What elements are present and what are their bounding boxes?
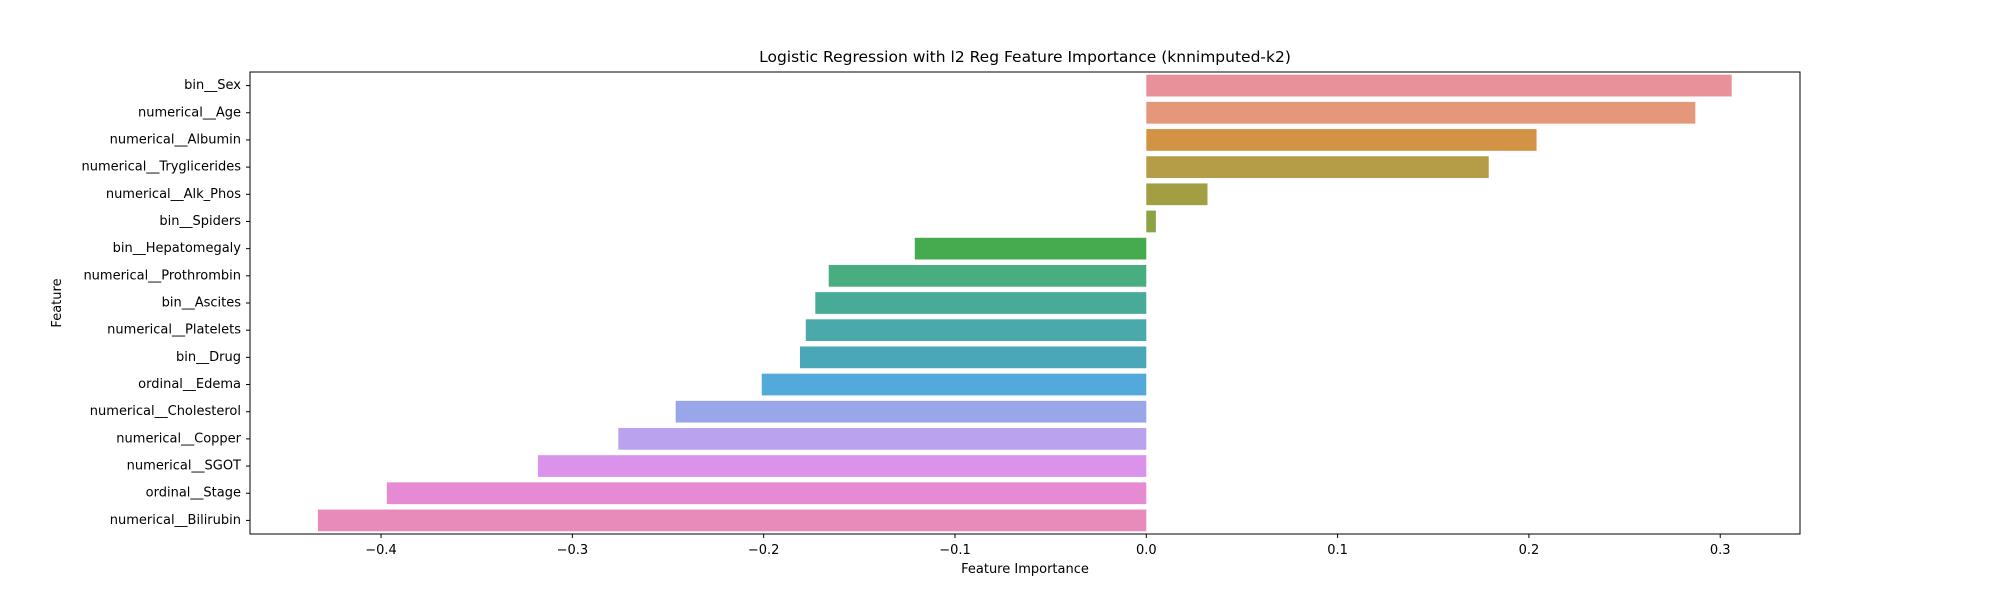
y-tick-label: bin__Spiders — [159, 214, 241, 229]
x-axis: −0.4 −0.3 −0.2 −0.1 0.0 0.1 0.2 0.3 — [365, 534, 1731, 558]
y-tick-label: numerical__Copper — [116, 431, 241, 446]
bar-numerical-albumin — [1146, 129, 1537, 151]
bar-bin-sex — [1146, 74, 1732, 97]
bar-bin-drug — [800, 346, 1147, 369]
y-tick-label: ordinal__Edema — [138, 377, 241, 392]
y-axis: bin__Sex numerical__Age numerical__Albumin… — [82, 78, 250, 528]
y-tick-label: numerical__Tryglicerides — [82, 160, 242, 175]
y-tick-label: numerical__Bilirubin — [110, 513, 241, 528]
bar-numerical-copper — [618, 428, 1147, 450]
bar-bin-hepatomegaly — [914, 237, 1147, 260]
x-tick-label: −0.1 — [939, 543, 971, 558]
bar-numerical-bilirubin — [317, 509, 1147, 532]
bar-numerical-age — [1146, 101, 1696, 124]
y-tick-label: numerical__SGOT — [127, 459, 241, 474]
y-tick-label: bin__Sex — [184, 78, 241, 93]
x-tick-label: 0.3 — [1710, 543, 1731, 558]
y-tick-label: numerical__Alk_Phos — [106, 187, 241, 202]
x-tick-label: 0.1 — [1327, 543, 1348, 558]
x-axis-title: Feature Importance — [961, 562, 1089, 577]
y-tick-label: numerical__Albumin — [110, 132, 241, 147]
bar-numerical-prothrombin — [828, 264, 1147, 287]
bar-numerical-alk-phos — [1146, 183, 1208, 206]
y-tick-label: bin__Ascites — [162, 296, 242, 311]
y-tick-label: bin__Drug — [176, 350, 241, 365]
x-tick-label: −0.4 — [365, 543, 397, 558]
x-tick-label: 0.0 — [1136, 543, 1157, 558]
y-tick-label: numerical__Prothrombin — [83, 268, 241, 283]
bar-bin-spiders — [1146, 210, 1156, 233]
bars-layer — [317, 74, 1732, 532]
bar-ordinal-edema — [761, 373, 1147, 396]
bar-numerical-platelets — [805, 319, 1147, 342]
y-tick-label: ordinal__Stage — [146, 486, 241, 501]
x-tick-label: 0.2 — [1519, 543, 1540, 558]
x-tick-label: −0.2 — [748, 543, 780, 558]
bar-bin-ascites — [815, 292, 1147, 314]
chart-title: Logistic Regression with l2 Reg Feature … — [759, 48, 1291, 66]
y-tick-label: numerical__Platelets — [107, 323, 241, 338]
x-tick-label: −0.3 — [557, 543, 589, 558]
y-axis-title: Feature — [50, 278, 65, 327]
y-tick-label: numerical__Age — [138, 105, 241, 120]
bar-numerical-sgot — [537, 455, 1147, 477]
bar-numerical-tryglicerides — [1146, 156, 1489, 178]
bar-numerical-cholesterol — [675, 400, 1147, 423]
bar-ordinal-stage — [386, 482, 1147, 505]
y-tick-label: bin__Hepatomegaly — [113, 241, 242, 256]
y-tick-label: numerical__Cholesterol — [90, 404, 241, 419]
